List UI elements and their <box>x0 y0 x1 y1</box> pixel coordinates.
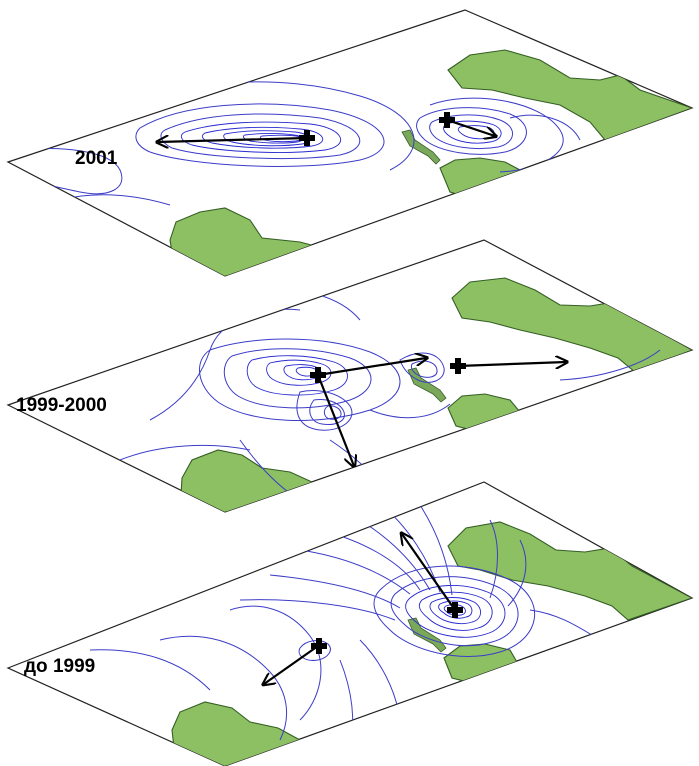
layer-plane <box>6 239 694 513</box>
layer-2001: 2001 <box>6 9 694 277</box>
layer-plane <box>6 481 694 766</box>
direction-arrow <box>158 138 308 142</box>
land-mass <box>451 277 692 373</box>
pier <box>407 617 447 653</box>
land-mass <box>447 49 692 141</box>
center-marker <box>311 638 327 654</box>
land-mass <box>447 393 521 433</box>
center-marker <box>447 602 463 618</box>
center-marker <box>439 112 455 128</box>
layer-label-2001: 2001 <box>75 148 118 169</box>
center-marker <box>310 367 326 383</box>
contour-field <box>89 504 611 751</box>
direction-arrow <box>316 374 354 466</box>
pier <box>407 367 447 403</box>
layer-label-before-1999: до 1999 <box>24 656 95 677</box>
direction-arrow <box>264 645 319 684</box>
center-marker <box>299 130 315 146</box>
center-marker <box>450 358 466 374</box>
layer-before-1999: до 1999 <box>6 481 694 766</box>
layer-plane <box>6 9 694 277</box>
direction-arrow <box>457 362 566 366</box>
pier <box>401 129 441 165</box>
land-mass <box>447 521 692 621</box>
layer-label-1999-2000: 1999-2000 <box>16 395 107 416</box>
direction-arrow <box>402 534 456 611</box>
layer-1999-2000: 1999-2000 <box>6 239 694 513</box>
direction-arrow <box>317 358 426 377</box>
